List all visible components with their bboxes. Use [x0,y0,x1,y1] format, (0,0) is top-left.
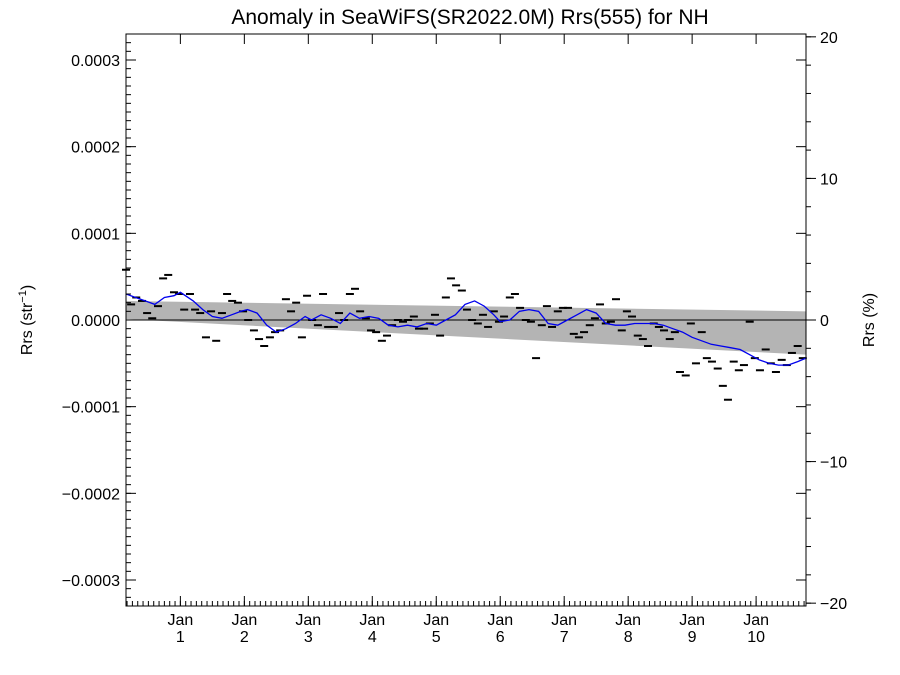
x-tick-year: 7 [560,629,569,646]
x-tick-month: Jan [295,612,321,629]
x-tick-month: Jan [743,612,769,629]
x-tick-month: Jan [679,612,705,629]
x-tick-year: 10 [747,629,765,646]
y-tick-label: 0.0000 [71,313,120,330]
x-tick-year: 2 [240,629,249,646]
x-tick-month: Jan [615,612,641,629]
y2-tick-label: −10 [820,455,847,472]
x-tick-month: Jan [231,612,257,629]
y-tick-label: −0.0001 [62,400,120,417]
x-tick-year: 5 [432,629,441,646]
x-tick-year: 3 [304,629,313,646]
y-axis-label-sup: −1 [17,290,29,303]
x-tick-year: 8 [624,629,633,646]
y-tick-label: 0.0001 [71,226,120,243]
y2-tick-label: 0 [820,313,829,330]
chart-title: Anomaly in SeaWiFS(SR2022.0M) Rrs(555) f… [231,6,708,29]
running-mean-line [125,291,807,366]
right-axis-ticks: 20 10 0 −10 −20 [806,30,847,613]
left-axis-ticks: 0.0003 0.0002 0.0001 0.0000 −0.0001 −0.0002 −0… [62,42,806,607]
y2-axis-label: Rrs (%) [861,293,878,347]
y-axis-label-main: Rrs (str [19,302,36,355]
uncertainty-band [126,300,806,355]
x-tick-month: Jan [359,612,385,629]
y-tick-label: −0.0002 [62,486,120,503]
x-tick-month: Jan [487,612,513,629]
y-axis-label-close: ) [19,285,36,290]
y-tick-label: 0.0002 [71,140,120,157]
x-tick-month: Jan [551,612,577,629]
uncertainty-band-layer [126,300,806,355]
x-tick-year: 9 [688,629,697,646]
running-mean-layer [125,291,807,366]
x-tick-year: 1 [176,629,185,646]
x-tick-year: 6 [496,629,505,646]
y-axis-label: Rrs (str−1) [17,285,36,355]
y2-tick-label: 20 [820,30,838,47]
x-tick-month: Jan [423,612,449,629]
x-tick-year: 4 [368,629,377,646]
y2-tick-label: −20 [820,596,847,613]
y-tick-label: 0.0003 [71,53,120,70]
x-axis-ticks: Jan1Jan2Jan3Jan4Jan5Jan6Jan7Jan8Jan9Jan1… [126,34,805,646]
y2-tick-label: 10 [820,171,838,188]
y-tick-label: −0.0003 [62,573,120,590]
x-tick-month: Jan [167,612,193,629]
